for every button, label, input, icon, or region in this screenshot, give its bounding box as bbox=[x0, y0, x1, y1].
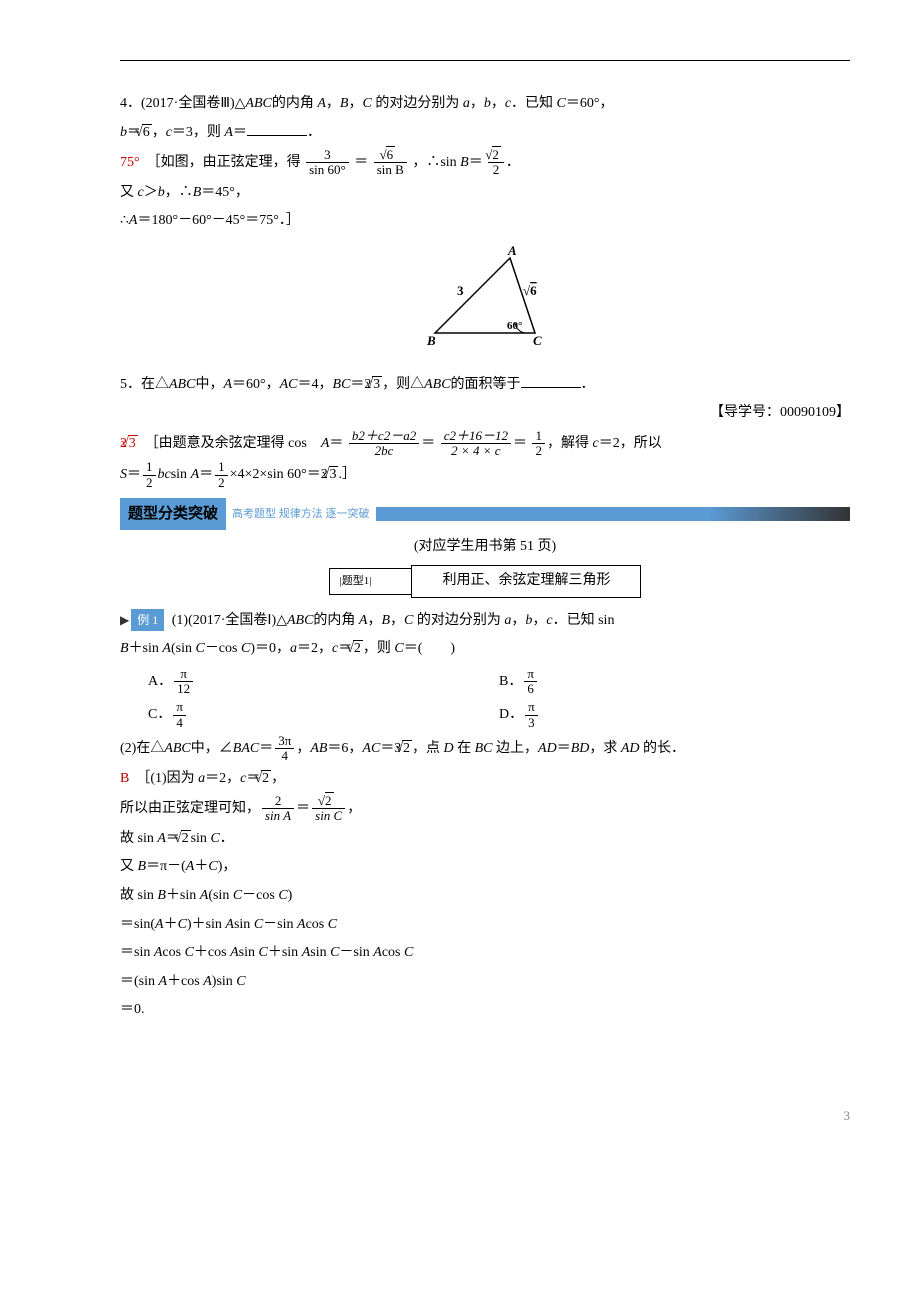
q4-solution-line3: ∴A＝180°－60°－45°＝75°．］ bbox=[120, 208, 850, 235]
triangle-svg: A B C 3 √6 60° bbox=[405, 243, 565, 353]
q5-solution-line1: 23 ［由题意及余弦定理得 cos A＝ b2＋c2－a22bc＝ c2＋16－… bbox=[120, 429, 850, 459]
svg-text:√6: √6 bbox=[523, 283, 537, 298]
ex1-answer: B bbox=[120, 771, 129, 786]
q4-figure: A B C 3 √6 60° bbox=[120, 243, 850, 364]
q5-guide-number: 【导学号：00090109】 bbox=[120, 400, 850, 427]
options-row1: A．π12 B．π6 bbox=[148, 665, 850, 699]
svg-text:C: C bbox=[533, 333, 542, 348]
ex1-sol-line2: 所以由正弦定理可知，2sin A＝2sin C， bbox=[120, 794, 850, 824]
ex1-stem-line1: ▶例 1 (1)(2017·全国卷Ⅰ)△ABC的内角 A，B，C 的对边分别为 … bbox=[120, 608, 850, 635]
svg-text:3: 3 bbox=[457, 283, 464, 298]
svg-text:B: B bbox=[426, 333, 436, 348]
q4-solution-line1: 75° ［如图，由正弦定理，得 3sin 60° ＝ 6sin B ，∴sin … bbox=[120, 148, 850, 178]
q5-answer: 23 bbox=[120, 436, 138, 451]
ex1-sol-line1: B ［(1)因为 a＝2，c＝2， bbox=[120, 766, 850, 793]
ex1-part2: (2)在△ABC中，∠BAC＝3π4，AB＝6，AC＝32，点 D 在 BC 边… bbox=[120, 734, 850, 764]
q4-blank bbox=[247, 121, 307, 136]
options-row2: C．π4 D．π3 bbox=[148, 698, 850, 732]
top-rule bbox=[120, 60, 850, 61]
section-header: 题型分类突破 高考题型 规律方法 逐一突破 bbox=[120, 498, 850, 531]
ex1-sol-line8: ＝(sin A＋cos A)sin C bbox=[120, 969, 850, 996]
ex1-sol-line3: 故 sin A＝2sin C． bbox=[120, 826, 850, 853]
section-title: 题型分类突破 bbox=[120, 498, 226, 531]
ex1-sol-line5: 故 sin B＋sin A(sin C－cos C) bbox=[120, 883, 850, 910]
section-bar bbox=[376, 507, 850, 521]
svg-text:A: A bbox=[507, 243, 517, 258]
section-subtitle: 高考题型 规律方法 逐一突破 bbox=[232, 504, 370, 525]
ex1-sol-line6: ＝sin(A＋C)＋sin Asin C－sin Acos C bbox=[120, 912, 850, 939]
option-a: A．π12 bbox=[148, 667, 499, 697]
ex1-sol-line4: 又 B＝π－(A＋C)， bbox=[120, 854, 850, 881]
option-d: D．π3 bbox=[499, 700, 850, 730]
example-label: 例 1 bbox=[131, 609, 164, 632]
page-number: 3 bbox=[120, 1104, 850, 1129]
q4-stem-line1: 4．(2017·全国卷Ⅲ)△ABC的内角 A，B，C 的对边分别为 a，b，c．… bbox=[120, 91, 850, 118]
ex1-stem-line2: B＋sin A(sin C－cos C)＝0，a＝2，c＝2，则 C＝( ) bbox=[120, 636, 850, 663]
ex1-sol-line9: ＝0. bbox=[120, 997, 850, 1024]
topic-tag: |题型1| bbox=[329, 568, 413, 595]
q5-blank bbox=[521, 373, 581, 388]
svg-text:60°: 60° bbox=[507, 320, 522, 332]
option-b: B．π6 bbox=[499, 667, 850, 697]
q4-stem-line2: b＝6，c＝3，则 A＝． bbox=[120, 120, 850, 147]
option-c: C．π4 bbox=[148, 700, 499, 730]
ex1-sol-line7: ＝sin Acos C＋cos Asin C＋sin Asin C－sin Ac… bbox=[120, 940, 850, 967]
q5-stem: 5．在△ABC中，A＝60°，AC＝4，BC＝23，则△ABC的面积等于． bbox=[120, 372, 850, 399]
topic-title: 利用正、余弦定理解三角形 bbox=[411, 565, 641, 598]
page-ref: (对应学生用书第 51 页) bbox=[120, 534, 850, 561]
q5-solution-line2: S＝12bcsin A＝12×4×2×sin 60°＝23.］ bbox=[120, 460, 850, 490]
q4-answer: 75° bbox=[120, 155, 140, 170]
q4-solution-line2: 又 c＞b，∴B＝45°， bbox=[120, 180, 850, 207]
topic-row: |题型1|利用正、余弦定理解三角形 bbox=[120, 565, 850, 598]
